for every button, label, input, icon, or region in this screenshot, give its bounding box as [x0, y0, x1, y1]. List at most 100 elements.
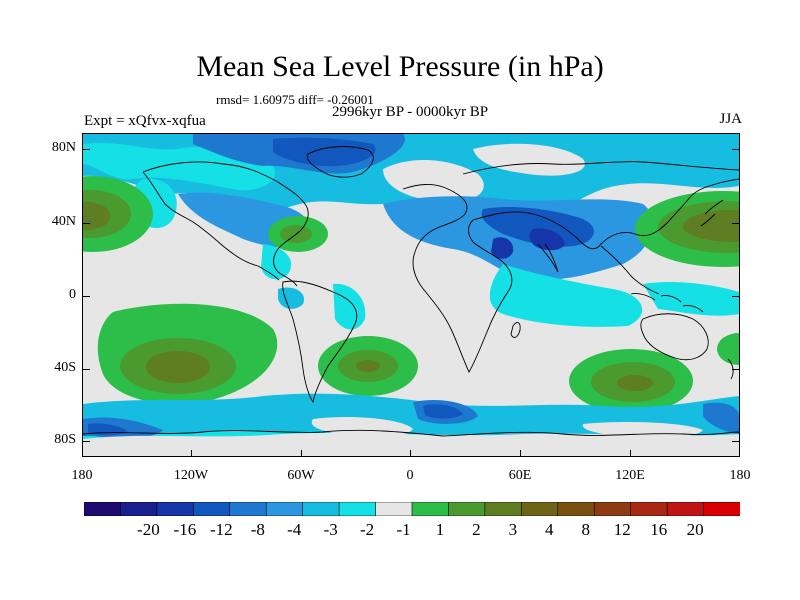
colorbar-label: -2: [360, 520, 375, 539]
lon-label-120e: 120E: [615, 468, 645, 483]
australia-coast: [640, 313, 709, 361]
asia-coast: [472, 178, 739, 295]
lon-label-60w: 60W: [287, 468, 315, 483]
colorbar-label: 8: [581, 520, 591, 539]
siberia-coast: [462, 161, 739, 175]
lat-label-80s: 80S: [54, 432, 76, 447]
colorbar-label: -20: [137, 520, 160, 539]
arabia-low: [491, 237, 514, 259]
south-indian-high: [569, 349, 693, 413]
colorbar-label: 16: [650, 520, 668, 539]
lon-label-0: 0: [406, 468, 414, 483]
south-pacific-high: [97, 303, 278, 404]
lat-label-0: 0: [69, 287, 76, 302]
tick-40n: [82, 223, 90, 224]
indian-ocean-cyan: [489, 264, 643, 327]
experiment-label: Expt = xQfvx-xqfua: [84, 113, 206, 129]
north-pacific-high-west: [83, 176, 153, 252]
colorbar: [84, 502, 740, 516]
north-america-coast: [142, 161, 309, 287]
white-patch-siberia: [473, 143, 585, 176]
colorbar-swatch: [593, 502, 632, 516]
colorbar-label: -16: [173, 520, 197, 539]
period-subtitle: 2996kyr BP - 0000kyr BP: [331, 104, 489, 120]
colorbar-label: 3: [508, 520, 518, 539]
colorbar-swatch: [193, 502, 231, 516]
colorbar-label: 4: [545, 520, 554, 539]
antarctica-coast: [83, 429, 739, 437]
tick-80n: [82, 149, 90, 150]
colorbar-label: 2: [472, 520, 481, 539]
japan-coast: [700, 199, 724, 227]
madagascar-coast: [510, 322, 521, 338]
colorbar-label: -3: [323, 520, 338, 539]
tick-40s: [82, 369, 90, 370]
greenland-coast: [306, 146, 374, 178]
lon-label-120w: 120W: [173, 468, 209, 483]
colorbar-label: 20: [686, 520, 704, 539]
tick-right-80s: [732, 441, 740, 442]
colorbar-swatch: [120, 502, 158, 516]
greenland-core: [273, 137, 376, 167]
colorbar-swatch: [375, 502, 413, 516]
white-patch-north-atlantic: [383, 159, 484, 203]
colorbar-swatch: [557, 502, 596, 516]
south-atlantic-high: [318, 336, 418, 396]
indonesia-coast: [630, 293, 704, 313]
lon-label-180-east: 180: [729, 468, 751, 483]
colorbar-swatch: [703, 502, 740, 516]
colorbar-swatch: [338, 502, 377, 516]
lat-label-80n: 80N: [51, 140, 76, 155]
tick-0: [82, 296, 90, 297]
colorbar-swatch: [521, 502, 559, 516]
colorbar-swatch: [448, 502, 486, 516]
tick-right-80n: [732, 149, 740, 150]
europe-africa-coast: [402, 184, 513, 373]
antarctic-low-core: [88, 404, 463, 436]
colorbar-label: -8: [250, 520, 265, 539]
colorbar-swatch: [156, 502, 195, 516]
map-title: Mean Sea Level Pressure (in hPa): [196, 50, 604, 83]
central-america-cyan: [261, 244, 292, 280]
tick-120w: [191, 450, 192, 457]
tick-80s: [82, 441, 90, 442]
colorbar-swatch: [302, 502, 340, 516]
colorbar-swatch: [411, 502, 450, 516]
tick-60w: [301, 450, 302, 457]
colorbar-swatch: [630, 502, 668, 516]
azores-high: [268, 216, 328, 252]
antarctic-deep-lows: [83, 399, 739, 439]
tick-right-40s: [732, 369, 740, 370]
asia-negative-core: [481, 207, 594, 247]
antarctica-ice: [83, 432, 739, 456]
season-label: JJA: [719, 111, 742, 127]
lon-label-180-west: 180: [71, 468, 93, 483]
tick-120e: [630, 450, 631, 457]
colorbar-label: -1: [396, 520, 411, 539]
lat-label-40s: 40S: [54, 360, 76, 375]
lat-label-40n: 40N: [51, 214, 76, 229]
tick-0-lon: [410, 450, 411, 457]
colorbar-swatch: [84, 502, 122, 516]
colorbar-label: -4: [287, 520, 302, 539]
map-canvas: [83, 134, 739, 456]
colorbar-swatch: [666, 502, 705, 516]
tasman-high: [717, 333, 739, 365]
colorbar-label: -12: [209, 520, 233, 539]
tick-right-0: [732, 296, 740, 297]
pressure-anomaly-map: [82, 133, 740, 457]
coastlines: [83, 146, 739, 437]
colorbar-label: 12: [613, 520, 631, 539]
southeast-pacific-cyan: [643, 281, 739, 316]
tick-right-40n: [732, 223, 740, 224]
tropical-atlantic-cyan: [278, 287, 304, 309]
south-america-coast: [282, 280, 358, 404]
new-zealand-coast: [727, 358, 734, 380]
southern-ocean-white: [311, 417, 413, 437]
colorbar-swatch: [229, 502, 268, 516]
lon-label-60e: 60E: [508, 468, 532, 483]
colorbar-swatch: [265, 502, 304, 516]
rmsd-diff-stats: rmsd= 1.60975 diff= -0.26001: [216, 92, 374, 107]
colorbar-swatch: [484, 502, 523, 516]
colorbar-label: 1: [435, 520, 445, 539]
